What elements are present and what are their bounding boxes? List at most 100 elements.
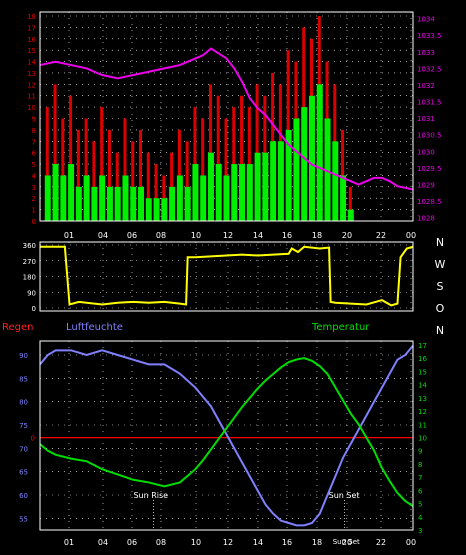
wind-average-bar (192, 164, 199, 221)
wind-gust-bar (208, 84, 212, 221)
temperature-tick-label: 16 (418, 355, 427, 363)
temperature-tick-label: 8 (418, 461, 422, 469)
humidity-tick-label: 90 (19, 352, 28, 360)
direction-tick-label: 270 (23, 258, 36, 266)
wind-average-bar (239, 164, 246, 221)
direction-tick-label: 0 (32, 305, 36, 313)
x-tick-label: 00 (406, 538, 416, 547)
wind-average-bar (83, 175, 90, 221)
wind-tick-label: 15 (27, 47, 36, 55)
pressure-tick-label: 1030.5 (417, 132, 442, 140)
x-tick-label: 22 (376, 538, 386, 547)
x-tick-label: 01 (64, 231, 74, 240)
wind-average-bar (285, 129, 292, 221)
x-tick-label: 08 (156, 231, 166, 240)
temperature-tick-label: 14 (418, 382, 427, 390)
wind-gust-bar (100, 107, 104, 221)
wind-average-bar (153, 198, 160, 221)
temperature-tick-label: 10 (418, 434, 427, 442)
wind-tick-label: 11 (27, 93, 36, 101)
direction-letter: S (437, 280, 444, 293)
wind-average-bar (44, 175, 51, 221)
temperature-tick-label: 12 (418, 408, 427, 416)
rain-zero-label: 0 (31, 435, 35, 443)
temperature-tick-label: 17 (418, 342, 427, 350)
wind-average-bar (106, 186, 113, 221)
wind-average-bar (207, 152, 214, 221)
x-tick-label: 12 (223, 538, 233, 547)
direction-tick-label: 360 (23, 242, 36, 250)
wind-average-bar (130, 186, 137, 221)
wind-average-bar (145, 198, 152, 221)
wind-gust-bar (146, 152, 150, 221)
humidity-tick-label: 75 (19, 422, 28, 430)
temperature-tick-label: 9 (418, 448, 422, 456)
wind-average-bar (231, 164, 238, 221)
wind-tick-label: 2 (32, 195, 36, 203)
temperature-tick-label: 7 (418, 474, 422, 482)
wind-tick-label: 13 (27, 70, 36, 78)
wind-average-bar (68, 164, 75, 221)
wind-average-bar (215, 164, 222, 221)
x-tick-label: 10 (191, 538, 201, 547)
humidity-tick-label: 85 (19, 375, 28, 383)
x-tick-label: 04 (98, 538, 108, 547)
wind-gust-bar (69, 95, 73, 221)
wind-gust-bar (240, 95, 244, 221)
temperature-tick-label: 4 (418, 514, 423, 522)
wind-average-bar (316, 84, 323, 221)
temperature-tick-label: 3 (418, 527, 422, 535)
pressure-line (39, 47, 414, 191)
wind-tick-label: 0 (32, 218, 36, 226)
direction-letter: N (436, 236, 444, 249)
x-tick-label: 06 (127, 231, 137, 240)
humidity-axis-label: Luftfeuchte (66, 322, 123, 333)
x-tick-label: 14 (253, 231, 263, 240)
direction-letter: O (436, 302, 445, 315)
wind-gust-bar (92, 141, 96, 221)
wind-average-bar (122, 175, 129, 221)
pressure-tick-label: 1034 (417, 16, 435, 24)
wind-tick-label: 17 (27, 24, 36, 32)
wind-average-bar (223, 175, 230, 221)
wind-gust-bar (348, 186, 352, 221)
x-tick-label: 18 (312, 231, 322, 240)
humidity-tick-label: 60 (19, 492, 28, 500)
wind-average-bar (277, 141, 284, 221)
wind-gust-bar (139, 129, 143, 221)
wind-tick-label: 3 (32, 184, 36, 192)
panel-frame (39, 241, 414, 312)
wind-gust-bar (201, 118, 205, 221)
wind-tick-label: 7 (32, 138, 36, 146)
x-tick-label: 08 (156, 538, 166, 547)
wind-gust-bar (185, 141, 189, 221)
wind-average-bar (301, 107, 308, 221)
wind-tick-label: 8 (32, 127, 36, 135)
wind-gust-bar (154, 164, 158, 221)
pressure-tick-label: 1029 (417, 182, 435, 190)
wind-average-bar (324, 118, 331, 221)
panel-frame (39, 11, 414, 222)
wind-gust-bar (224, 118, 228, 221)
wind-average-bar (161, 198, 168, 221)
wind-average-bar (176, 175, 183, 221)
wind-tick-label: 5 (32, 161, 36, 169)
wind-average-bar (60, 175, 67, 221)
sun-set-label-bottom: Sun Set (333, 538, 360, 546)
wind-average-bar (308, 95, 315, 221)
x-tick-label: 14 (253, 538, 263, 547)
wind-average-bar (75, 186, 82, 221)
pressure-tick-label: 1032 (417, 82, 435, 90)
wind-average-bar (99, 175, 106, 221)
wind-gust-bar (131, 141, 135, 221)
wind-average-bar (270, 141, 277, 221)
wind-gust-bar (45, 107, 49, 221)
wind-axis-label: Windstärke (4, 1, 60, 12)
temperature-tick-label: 6 (418, 487, 423, 495)
sun-set-label: Sun Set (329, 491, 360, 500)
wind-tick-label: 6 (32, 150, 37, 158)
temperature-tick-label: 15 (418, 368, 427, 376)
x-tick-label: 00 (406, 231, 416, 240)
